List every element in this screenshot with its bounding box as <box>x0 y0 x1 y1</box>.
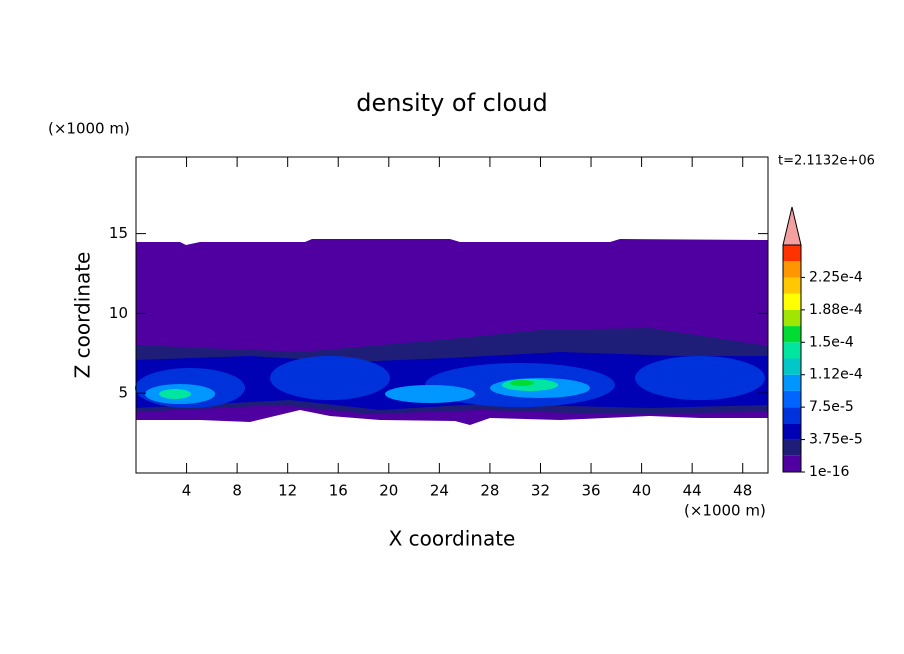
x-axis-label: X coordinate <box>389 527 516 551</box>
plot-frame <box>135 156 769 474</box>
colorbar-label: 1.5e-4 <box>809 334 854 350</box>
colorbar-label: 1.12e-4 <box>809 367 863 383</box>
x-tick-label: 44 <box>683 482 702 500</box>
contour-fill <box>270 356 390 400</box>
y-tick-label: 15 <box>109 224 128 242</box>
colorbar-band <box>783 358 801 375</box>
x-tick-label: 24 <box>430 482 449 500</box>
colorbar-frame <box>782 244 802 473</box>
colorbar-band <box>783 277 801 294</box>
colorbar-label: 1.88e-4 <box>809 302 863 318</box>
x-tick-label: 20 <box>379 482 398 500</box>
x-tick-label: 36 <box>581 482 600 500</box>
colorbar-band <box>783 423 801 440</box>
colorbar-label: 1e-16 <box>809 464 849 480</box>
colorbar-label: 3.75e-5 <box>809 432 863 448</box>
y-tick-label: 5 <box>118 384 128 402</box>
contour-fill <box>159 389 191 399</box>
colorbar-band <box>783 390 801 408</box>
contour-fill <box>635 356 765 400</box>
x-unit: (×1000 m) <box>684 502 766 520</box>
colorbar-band <box>783 326 801 343</box>
colorbar-band <box>783 374 801 391</box>
x-tick-label: 8 <box>232 482 242 500</box>
x-tick-label: 40 <box>632 482 651 500</box>
time-annotation: t=2.1132e+06 <box>778 154 875 169</box>
y-tick-label: 10 <box>109 304 128 322</box>
x-tick-label: 12 <box>278 482 297 500</box>
contour-fill <box>385 385 475 403</box>
x-tick-label: 4 <box>182 482 192 500</box>
colorbar-band <box>783 309 801 327</box>
y-unit: (×1000 m) <box>48 120 130 138</box>
colorbar-band <box>783 455 801 472</box>
colorbar-band <box>783 439 801 456</box>
x-tick-label: 48 <box>733 482 752 500</box>
colorbar-band <box>783 293 801 310</box>
x-tick-label: 28 <box>480 482 499 500</box>
colorbar-label: 2.25e-4 <box>809 269 863 285</box>
x-tick-label: 32 <box>531 482 550 500</box>
colorbar-band <box>783 342 801 359</box>
colorbar-band <box>783 261 801 278</box>
colorbar-extend <box>782 206 802 246</box>
colorbar-band <box>783 407 801 424</box>
colorbar-label: 7.5e-5 <box>809 399 854 415</box>
chart-title: density of cloud <box>356 89 547 117</box>
colorbar-band <box>783 245 801 262</box>
contour-field <box>135 239 768 425</box>
x-tick-label: 16 <box>329 482 348 500</box>
contour-fill <box>510 380 534 386</box>
y-axis-label: Z coordinate <box>71 252 95 379</box>
